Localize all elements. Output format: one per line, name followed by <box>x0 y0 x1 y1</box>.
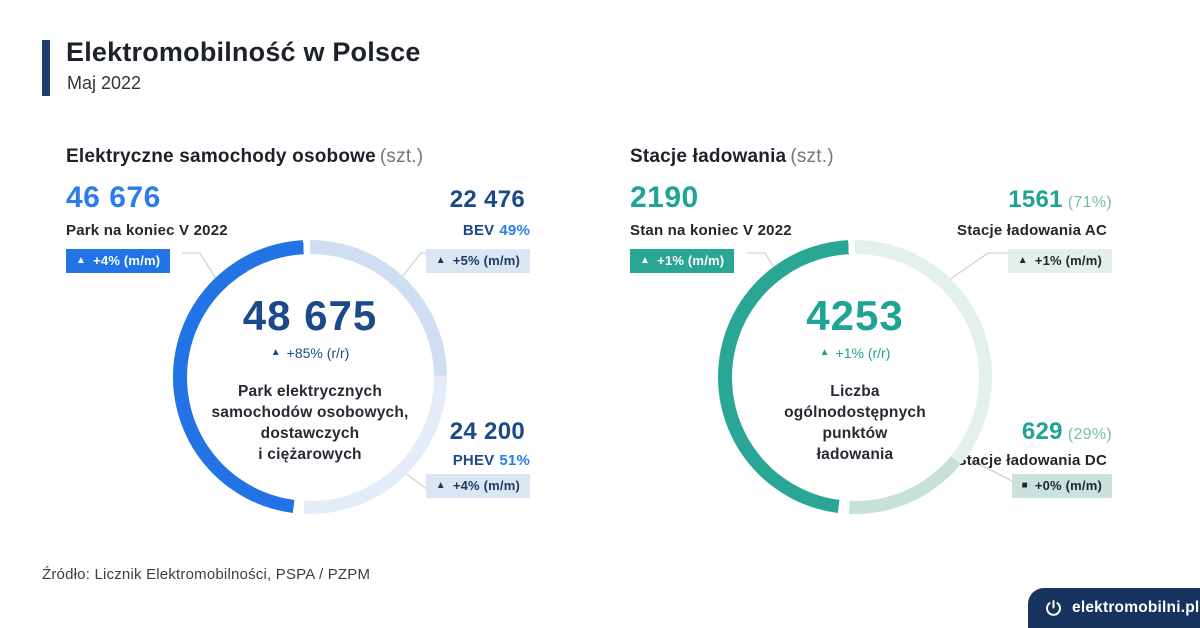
stations-total-description: Liczba ogólnodostępnych punktów ładowani… <box>784 382 926 464</box>
stations-total-value: 4253 <box>806 291 904 339</box>
bev-share-accent: 49% <box>499 222 530 239</box>
ac-share: (71%) <box>1067 194 1112 211</box>
phev-value-number: 24 200 <box>449 418 525 445</box>
logo-text: elektromobilni.pl <box>1072 599 1200 616</box>
logo-plate: elektromobilni.pl <box>1028 588 1200 628</box>
cars-total-description: Park elektrycznych samochodów osobowych,… <box>211 382 409 464</box>
power-icon <box>1046 599 1061 616</box>
stations-section-unit: (szt.) <box>790 146 834 167</box>
cars-fleet-badge: ▲ +4% (m/m) <box>66 249 171 274</box>
up-triangle-icon: ▲ <box>435 255 446 267</box>
source-note: Źródło: Licznik Elektromobilności, PSPA … <box>42 566 371 583</box>
phev-badge-text: +4% (m/m) <box>452 478 520 493</box>
ac-label-text: Stacje ładowania AC <box>957 222 1107 239</box>
page-title: Elektromobilność w Polsce <box>66 37 421 67</box>
page-subtitle: Maj 2022 <box>67 73 142 93</box>
bev-badge-text: +5% (m/m) <box>452 253 520 268</box>
square-icon: ■ <box>1021 480 1028 492</box>
bev-label: BEV 49% <box>463 222 530 239</box>
up-triangle-icon: ▲ <box>819 347 830 359</box>
stations-total-change-text: +1% (r/r) <box>835 344 891 361</box>
stations-donut-center: 4253 ▲ +1% (r/r) Liczba ogólnodostępnych… <box>731 253 979 501</box>
dc-label-text: Stacje ładowania DC <box>956 452 1107 469</box>
bev-value: 22 476 <box>450 188 530 212</box>
stations-total-change: ▲ +1% (r/r) <box>820 345 891 361</box>
stations-section-title: Stacje ładowania (szt.) <box>630 146 834 168</box>
cars-total-value: 48 675 <box>242 291 378 339</box>
stations-total-month-badge-text: +1% (m/m) <box>657 253 725 268</box>
dc-badge-text: +0% (m/m) <box>1034 478 1102 493</box>
dc-value: 629 (29%) <box>1022 420 1112 444</box>
phev-value: 24 200 <box>450 420 530 444</box>
ac-value-number: 1561 <box>1008 186 1063 213</box>
up-triangle-icon: ▲ <box>270 347 281 359</box>
stations-total-month-label: Stan na koniec V 2022 <box>630 222 792 239</box>
stations-total-month-value: 2190 <box>630 181 699 214</box>
cars-section-unit: (szt.) <box>379 146 424 167</box>
phev-share-accent: 51% <box>499 452 530 469</box>
cars-donut-chart: 48 675 ▲ +85% (r/r) Park elektrycznych s… <box>173 240 447 514</box>
ac-badge: ▲ +1% (m/m) <box>1007 249 1112 274</box>
up-triangle-icon: ▲ <box>1017 255 1028 267</box>
cars-total-change: ▲ +85% (r/r) <box>271 345 350 361</box>
ac-label: Stacje ładowania AC <box>957 222 1112 239</box>
cars-section-title: Elektryczne samochody osobowe (szt.) <box>66 146 423 168</box>
dc-label: Stacje ładowania DC <box>956 452 1112 469</box>
cars-total-change-text: +85% (r/r) <box>286 344 350 361</box>
cars-section-title-text: Elektryczne samochody osobowe <box>66 146 376 167</box>
bev-badge: ▲ +5% (m/m) <box>425 249 530 274</box>
phev-label: PHEV 51% <box>453 452 530 469</box>
dc-badge: ■ +0% (m/m) <box>1011 474 1112 499</box>
dc-value-number: 629 <box>1021 418 1063 445</box>
up-triangle-icon: ▲ <box>76 255 87 267</box>
header-accent-bar <box>42 40 50 96</box>
phev-badge: ▲ +4% (m/m) <box>425 474 530 499</box>
ac-value: 1561 (71%) <box>1008 188 1112 212</box>
bev-value-number: 22 476 <box>449 186 525 213</box>
up-triangle-icon: ▲ <box>435 480 446 492</box>
cars-fleet-badge-text: +4% (m/m) <box>93 253 161 268</box>
ac-badge-text: +1% (m/m) <box>1034 253 1102 268</box>
stations-donut-chart: 4253 ▲ +1% (r/r) Liczba ogólnodostępnych… <box>718 240 992 514</box>
cars-donut-center: 48 675 ▲ +85% (r/r) Park elektrycznych s… <box>186 253 434 501</box>
cars-fleet-value: 46 676 <box>66 181 161 214</box>
up-triangle-icon: ▲ <box>640 255 651 267</box>
stations-total-month-badge: ▲ +1% (m/m) <box>630 249 735 274</box>
bev-label-text: BEV <box>462 222 495 239</box>
dc-share: (29%) <box>1067 426 1112 443</box>
stations-section-title-text: Stacje ładowania <box>630 146 787 167</box>
phev-label-text: PHEV <box>452 452 495 469</box>
cars-fleet-label: Park na koniec V 2022 <box>66 222 228 239</box>
